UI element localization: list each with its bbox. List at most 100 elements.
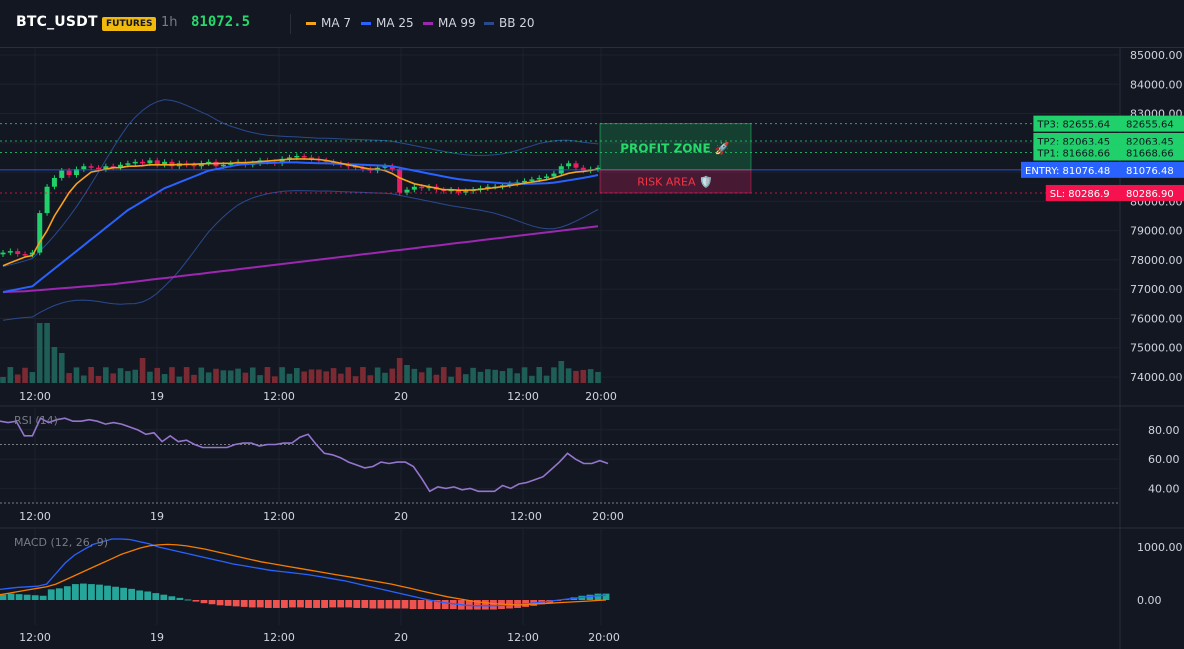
- candle-body: [154, 160, 160, 165]
- time-tick-label: 12:00: [507, 390, 539, 403]
- candle-body: [95, 167, 101, 170]
- volume-bar: [529, 375, 535, 383]
- candle-body: [73, 169, 79, 176]
- macd-tick-label: 1000.00: [1137, 541, 1183, 554]
- macd-histogram-bar: [88, 584, 95, 600]
- macd-histogram-bar: [160, 594, 168, 600]
- ma99-line: [2, 225, 599, 294]
- time-tick-label: 20: [394, 390, 408, 403]
- legend-ma25[interactable]: MA 25: [361, 16, 414, 30]
- ma25-line: [2, 161, 599, 294]
- volume-bar: [29, 372, 36, 383]
- candle-body: [22, 254, 28, 256]
- risk-area-label: RISK AREA 🛡️: [637, 175, 712, 188]
- candle-body: [7, 251, 13, 253]
- time-tick-label: 12:00: [507, 631, 539, 644]
- axis-price-tag: [1122, 144, 1184, 161]
- macd-histogram-bar: [168, 596, 176, 600]
- macd-histogram-bar: [104, 585, 111, 600]
- timeframe-label[interactable]: 1h: [161, 15, 178, 30]
- candle-body: [551, 173, 557, 177]
- volume-bar: [580, 369, 587, 383]
- symbol-label[interactable]: BTC_USDT: [16, 14, 98, 30]
- macd-histogram-bar: [232, 600, 240, 607]
- macd-histogram-bar: [192, 600, 200, 602]
- rsi-tick-label: 40.00: [1148, 482, 1180, 495]
- volume-bar: [0, 377, 6, 383]
- candle-body: [419, 186, 425, 189]
- macd-histogram-bar: [136, 590, 144, 600]
- level-tag-label: ENTRY: 81076.48: [1025, 166, 1110, 177]
- candle-body: [44, 186, 50, 214]
- volume-bar: [338, 373, 344, 383]
- macd-histogram-bar: [80, 583, 87, 600]
- level-tag-label: TP1: 81668.66: [1036, 149, 1110, 160]
- candle-body: [397, 169, 403, 193]
- volume-bar: [191, 374, 197, 383]
- macd-histogram-bar: [23, 594, 31, 600]
- macd-histogram-bar: [329, 600, 337, 608]
- candle-body: [66, 170, 72, 176]
- macd-histogram-bar: [377, 600, 385, 609]
- volume-bar: [198, 367, 205, 383]
- volume-bar: [264, 367, 271, 383]
- time-tick-label: 12:00: [263, 390, 295, 403]
- time-tick-label: 20: [394, 631, 408, 644]
- legend-ma7[interactable]: MA 7: [306, 16, 351, 30]
- volume-bar: [117, 368, 124, 383]
- candle-body: [485, 186, 491, 189]
- volume-bar: [573, 370, 579, 383]
- volume-bar: [514, 373, 520, 383]
- volume-bar: [103, 367, 109, 383]
- profit-zone-label: PROFIT ZONE 🚀: [620, 142, 730, 156]
- ma99-swatch: [423, 21, 433, 25]
- volume-bar: [95, 375, 102, 383]
- time-tick-label: 19: [150, 631, 164, 644]
- volume-bar: [14, 374, 21, 383]
- candle-body: [404, 189, 410, 193]
- level-tag: [1045, 184, 1122, 201]
- candle-body: [59, 170, 65, 178]
- price-pane[interactable]: PROFIT ZONE 🚀 RISK AREA 🛡️: [0, 99, 1120, 383]
- rsi-pane[interactable]: [0, 417, 1120, 504]
- candle-body: [0, 252, 6, 255]
- volume-bar: [132, 369, 139, 383]
- legend-ma99[interactable]: MA 99: [423, 16, 476, 30]
- macd-histogram-bar: [425, 600, 433, 610]
- volume-bar: [565, 368, 572, 383]
- macd-histogram-bar: [144, 591, 152, 600]
- price-tick-label: 85000.00: [1130, 49, 1183, 62]
- candle-body: [220, 164, 226, 167]
- volume-bar: [316, 369, 322, 383]
- candle-body: [455, 189, 461, 193]
- legend-bb20[interactable]: BB 20: [484, 16, 535, 30]
- volume-bar: [235, 368, 241, 383]
- macd-histogram-bar: [401, 600, 409, 609]
- macd-histogram-bar: [200, 600, 208, 604]
- macd-histogram-bar: [490, 600, 497, 610]
- macd-histogram-bar: [586, 594, 594, 600]
- price-tags: TP3: 82655.64 82655.64 TP2: 82063.45 82063.…: [1021, 115, 1184, 201]
- volume-bar: [22, 367, 28, 383]
- candle-body: [198, 163, 204, 167]
- axis-price-label: 80286.90: [1126, 189, 1174, 200]
- macd-histogram-bar: [71, 584, 79, 600]
- volume-bar: [499, 371, 506, 383]
- time-tick-label: 20:00: [588, 631, 620, 644]
- candle-body: [51, 177, 57, 187]
- rsi-tick-label: 80.00: [1148, 424, 1180, 437]
- profit-zone-box: [599, 123, 752, 171]
- level-tag: [1021, 161, 1122, 178]
- macd-title: MACD (12, 26, 9): [14, 536, 108, 549]
- volume-bar: [88, 367, 94, 383]
- macd-pane[interactable]: [0, 538, 610, 610]
- candle-body: [132, 161, 138, 164]
- volume-bar: [492, 369, 498, 383]
- futures-badge: FUTURES: [102, 17, 157, 31]
- macd-histogram-bar: [281, 600, 288, 608]
- candle-body: [595, 167, 601, 170]
- macd-histogram-bar: [184, 599, 192, 601]
- bb20-swatch: [484, 21, 494, 25]
- time-tick-label: 20: [394, 510, 408, 523]
